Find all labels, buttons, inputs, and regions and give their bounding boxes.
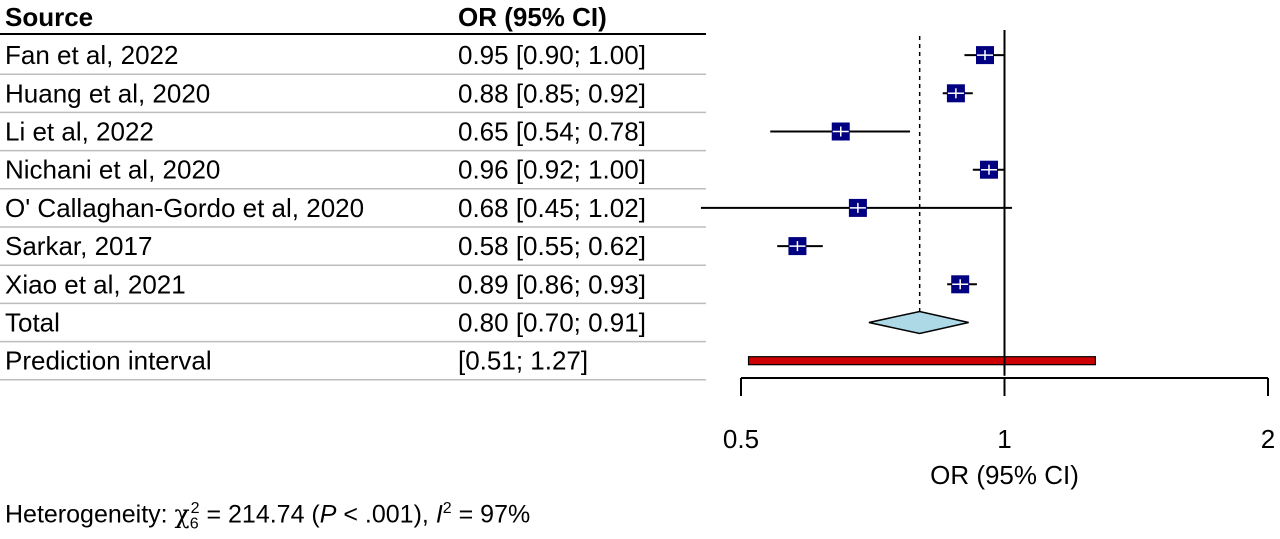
header-source: Source [5, 2, 93, 32]
het-p-symbol: P [319, 500, 337, 529]
study-7-source-label: Xiao et al, 2021 [5, 269, 186, 299]
het-p-value: < .001), [336, 500, 436, 529]
het-i-symbol: I [435, 500, 443, 529]
study-3-source-label: Li et al, 2022 [5, 117, 154, 147]
study-4-estimate-label: 0.96 [0.92; 1.00] [458, 155, 646, 185]
plot-area: 0.5 1 2 OR (95% CI) [700, 30, 1275, 490]
het-i-sup: 2 [442, 500, 452, 517]
pi-estimate-label: [0.51; 1.27] [458, 346, 588, 376]
het-chi-value: = 214.74 ( [199, 500, 320, 529]
het-chi-df: 6 [189, 515, 199, 533]
study-1-source-label: Fan et al, 2022 [5, 40, 178, 70]
heterogeneity-statement: Heterogeneity: χ62 = 214.74 (P < .001), … [5, 494, 530, 539]
study-5-estimate-label: 0.68 [0.45; 1.02] [458, 193, 646, 223]
study-2-source-label: Huang et al, 2020 [5, 78, 210, 108]
study-2-estimate-label: 0.88 [0.85; 0.92] [458, 78, 646, 108]
het-chi-symbol: χ [174, 499, 190, 529]
study-6-source-label: Sarkar, 2017 [5, 231, 152, 261]
pi-source-label: Prediction interval [5, 346, 212, 376]
study-4-source-label: Nichani et al, 2020 [5, 155, 220, 185]
prediction-interval-bar [747, 356, 1096, 366]
total-diamond [868, 310, 969, 335]
x-tick-label-2: 1 [997, 424, 1011, 454]
het-i-value: = 97% [451, 500, 531, 529]
total-source-label: Total [5, 308, 60, 338]
study-table: Source OR (95% CI) Fan et al, 2022 0.95 [0.… [0, 2, 706, 381]
study-7-estimate-label: 0.89 [0.86; 0.93] [458, 269, 646, 299]
het-chi-sup: 2 [190, 500, 200, 517]
total-estimate-label: 0.80 [0.70; 0.91] [458, 308, 646, 338]
x-tick-label-3: 2 [1261, 424, 1275, 454]
study-6-estimate-label: 0.58 [0.55; 0.62] [458, 231, 646, 261]
study-3-estimate-label: 0.65 [0.54; 0.78] [458, 117, 646, 147]
study-5-source-label: O' Callaghan-Gordo et al, 2020 [5, 193, 364, 223]
x-tick-label-1: 0.5 [723, 424, 759, 454]
study-1-estimate-label: 0.95 [0.90; 1.00] [458, 40, 646, 70]
het-prefix: Heterogeneity: [5, 500, 175, 529]
x-axis-title: OR (95% CI) [930, 460, 1079, 490]
header-estimate: OR (95% CI) [458, 2, 607, 32]
